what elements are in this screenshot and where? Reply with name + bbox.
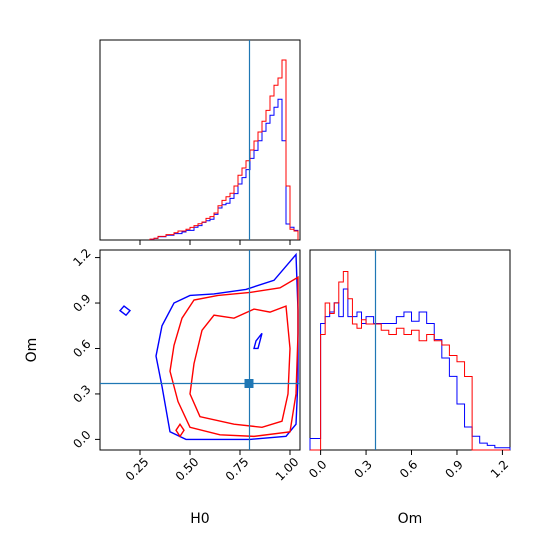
y-axis-label-om: Om bbox=[24, 338, 40, 363]
y-tick-label-om: 0.9 bbox=[70, 291, 93, 314]
h0-marginal-panel bbox=[99, 39, 301, 241]
contour-blue-outer bbox=[155, 252, 299, 441]
x-tick-label-h0: 0.50 bbox=[173, 455, 202, 484]
contour-shapes bbox=[118, 252, 299, 441]
x-tick-label-om: 0.6 bbox=[397, 457, 420, 480]
om-hist-blue bbox=[309, 288, 511, 450]
h0-hist-red bbox=[149, 59, 299, 240]
y-tick-label-om: 1.2 bbox=[70, 246, 93, 269]
joint-truth-marker bbox=[244, 379, 254, 388]
joint-frame bbox=[99, 249, 301, 451]
contour-red-blob-bottom bbox=[175, 422, 185, 438]
h0-marginal-frame bbox=[99, 39, 301, 241]
x-tick-label-om: 1.2 bbox=[488, 457, 511, 480]
x-tick-label-h0: 0.25 bbox=[123, 455, 152, 484]
x-axis-label-om: Om bbox=[398, 511, 423, 527]
axis-ticks: 0.25 0.50 0.75 1.000.00.30.60.91.20.0 0.3 0.6… bbox=[70, 240, 511, 484]
contour-red-outer bbox=[169, 276, 299, 438]
contour-blue-blob-left bbox=[118, 305, 132, 317]
x-axis-label-h0: H0 bbox=[190, 511, 209, 527]
h0-marginal-histograms bbox=[149, 59, 299, 240]
contour-blue-blob-right bbox=[253, 332, 263, 350]
x-tick-label-om: 0.9 bbox=[442, 457, 465, 480]
om-marginal-panel bbox=[309, 249, 511, 451]
om-marginal-histograms bbox=[309, 271, 511, 451]
h0-hist-blue bbox=[149, 98, 299, 240]
x-tick-label-om: 0.3 bbox=[352, 457, 375, 480]
contour-red-inner bbox=[189, 305, 291, 428]
om-hist-red bbox=[310, 271, 510, 451]
joint-contour-panel bbox=[99, 249, 301, 451]
y-tick-label-om: 0.3 bbox=[70, 382, 93, 405]
y-tick-label-om: 0.0 bbox=[70, 428, 93, 451]
x-tick-label-om: 0.0 bbox=[306, 457, 329, 480]
om-marginal-frame bbox=[309, 249, 511, 451]
x-tick-label-h0: 0.75 bbox=[223, 455, 252, 484]
x-tick-label-h0: 1.00 bbox=[273, 455, 302, 484]
y-tick-label-om: 0.6 bbox=[70, 337, 93, 360]
